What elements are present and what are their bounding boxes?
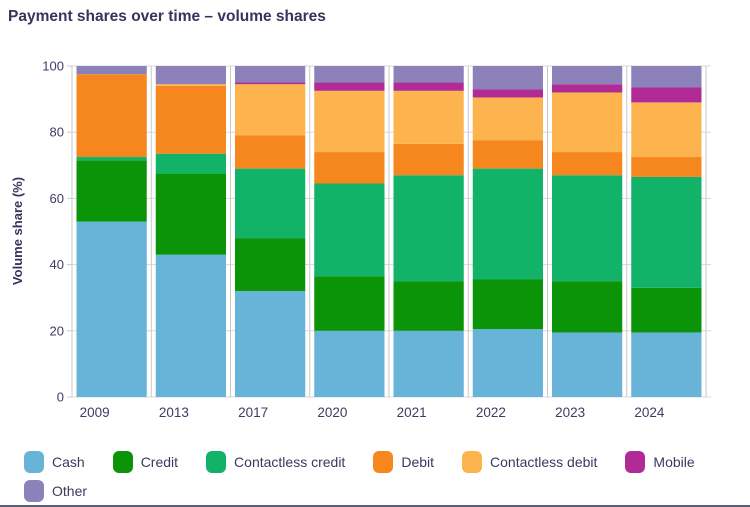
legend-item-mobile[interactable]: Mobile: [625, 450, 695, 473]
bar-2017-credit[interactable]: [235, 238, 306, 292]
legend-item-contactless-debit[interactable]: Contactless debit: [462, 450, 598, 473]
window-bottom-edge: [0, 505, 750, 507]
bar-2017-contactless-debit[interactable]: [235, 84, 306, 136]
legend-swatch-contactless-debit: [462, 450, 483, 473]
bar-2021-contactless-debit[interactable]: [393, 90, 464, 144]
bar-2023-debit[interactable]: [552, 152, 623, 176]
x-tick-label-2020: 2020: [317, 405, 347, 420]
legend-label-contactless-debit: Contactless debit: [490, 453, 598, 470]
bar-2023-contactless-debit[interactable]: [552, 92, 623, 153]
bar-2013-contactless-credit[interactable]: [155, 153, 226, 174]
bar-2020-other[interactable]: [314, 66, 385, 83]
x-tick-label-2024: 2024: [634, 405, 665, 420]
bar-2024-mobile[interactable]: [631, 87, 702, 103]
bar-2017-mobile[interactable]: [235, 82, 306, 85]
legend-row-2: Other: [24, 476, 740, 505]
legend-item-debit[interactable]: Debit: [373, 450, 435, 473]
bar-2023-mobile[interactable]: [552, 84, 623, 93]
bar-2023-credit[interactable]: [552, 281, 623, 333]
legend-label-contactless-credit: Contactless credit: [234, 453, 346, 470]
bar-2017-contactless-credit[interactable]: [235, 168, 306, 239]
bar-2020-mobile[interactable]: [314, 82, 385, 91]
bar-2022-credit[interactable]: [472, 279, 543, 330]
legend-label-credit: Credit: [140, 453, 179, 470]
legend-item-credit[interactable]: Credit: [112, 450, 179, 473]
x-tick-label-2022: 2022: [476, 405, 506, 420]
bar-2024-other[interactable]: [631, 66, 702, 88]
bar-2017-debit[interactable]: [235, 135, 306, 169]
legend-swatch-other: [24, 479, 44, 502]
legend-label-debit: Debit: [401, 453, 435, 470]
bar-2020-debit[interactable]: [314, 152, 385, 184]
legend-label-other: Other: [52, 482, 88, 499]
bar-2013-contactless-debit[interactable]: [155, 84, 226, 86]
bar-2022-debit[interactable]: [472, 140, 543, 169]
bar-2021-cash[interactable]: [393, 330, 464, 397]
bar-2009-debit[interactable]: [76, 74, 147, 158]
bar-2020-credit[interactable]: [314, 276, 385, 331]
bar-2021-mobile[interactable]: [393, 82, 464, 91]
y-tick-label-0: 0: [57, 390, 64, 405]
y-tick-label-40: 40: [50, 257, 64, 272]
legend-item-cash[interactable]: Cash: [24, 450, 85, 473]
bar-2022-contactless-debit[interactable]: [472, 97, 543, 141]
x-tick-label-2013: 2013: [159, 405, 189, 420]
bar-2024-cash[interactable]: [631, 332, 702, 397]
bar-2013-credit[interactable]: [155, 173, 226, 255]
bar-2023-other[interactable]: [552, 66, 623, 85]
bar-2022-cash[interactable]: [472, 329, 543, 397]
bar-2009-credit[interactable]: [76, 160, 147, 222]
legend-label-mobile: Mobile: [653, 453, 695, 470]
legend-label-cash: Cash: [52, 453, 85, 470]
bar-2021-contactless-credit[interactable]: [393, 175, 464, 282]
y-tick-label-80: 80: [50, 125, 64, 140]
legend-swatch-credit: [112, 450, 133, 473]
bar-2023-cash[interactable]: [552, 332, 623, 397]
legend-swatch-cash: [24, 450, 44, 473]
bar-2021-other[interactable]: [393, 66, 464, 83]
legend-item-contactless-credit[interactable]: Contactless credit: [206, 450, 346, 473]
bar-2024-contactless-credit[interactable]: [631, 176, 702, 288]
x-tick-label-2009: 2009: [80, 405, 110, 420]
legend-swatch-mobile: [625, 450, 646, 473]
stacked-bar-plot: Volume share (%) 0 20 40 60 80 100 2009 2013 201…: [10, 59, 711, 420]
bar-2009-other[interactable]: [76, 66, 147, 75]
legend-swatch-debit: [373, 450, 394, 473]
bar-2021-debit[interactable]: [393, 143, 464, 176]
bar-2017-cash[interactable]: [235, 291, 306, 397]
bar-2009-cash[interactable]: [76, 221, 147, 397]
bar-2020-contactless-debit[interactable]: [314, 90, 385, 153]
legend: Cash Credit Contactless credit Debit Contact…: [24, 447, 740, 505]
y-axis-title: Volume share (%): [10, 177, 25, 285]
bar-2013-other[interactable]: [155, 66, 226, 85]
chart-title: Payment shares over time – volume shares: [8, 8, 326, 25]
bar-2022-contactless-credit[interactable]: [472, 168, 543, 280]
bar-2024-debit[interactable]: [631, 157, 702, 177]
bar-2024-contactless-debit[interactable]: [631, 102, 702, 158]
x-tick-label-2017: 2017: [238, 405, 268, 420]
x-tick-label-2023: 2023: [555, 405, 585, 420]
bar-2024-credit[interactable]: [631, 287, 702, 333]
legend-item-other[interactable]: Other: [24, 479, 88, 502]
bar-2022-other[interactable]: [472, 66, 543, 90]
bar-2017-other[interactable]: [235, 66, 306, 83]
bar-2013-debit[interactable]: [155, 85, 226, 154]
legend-row-1: Cash Credit Contactless credit Debit Contact…: [24, 447, 740, 476]
legend-swatch-contactless-credit: [206, 450, 227, 473]
bar-2020-cash[interactable]: [314, 330, 385, 397]
bar-2009-contactless-credit[interactable]: [76, 157, 147, 161]
y-tick-label-60: 60: [50, 191, 64, 206]
y-tick-label-20: 20: [50, 323, 64, 338]
bar-2021-credit[interactable]: [393, 281, 464, 331]
bar-2020-contactless-credit[interactable]: [314, 183, 385, 277]
bar-2022-mobile[interactable]: [472, 89, 543, 98]
x-tick-label-2021: 2021: [397, 405, 427, 420]
bar-2013-cash[interactable]: [155, 254, 226, 397]
bar-2023-contactless-credit[interactable]: [552, 175, 623, 282]
y-tick-label-100: 100: [42, 59, 64, 74]
